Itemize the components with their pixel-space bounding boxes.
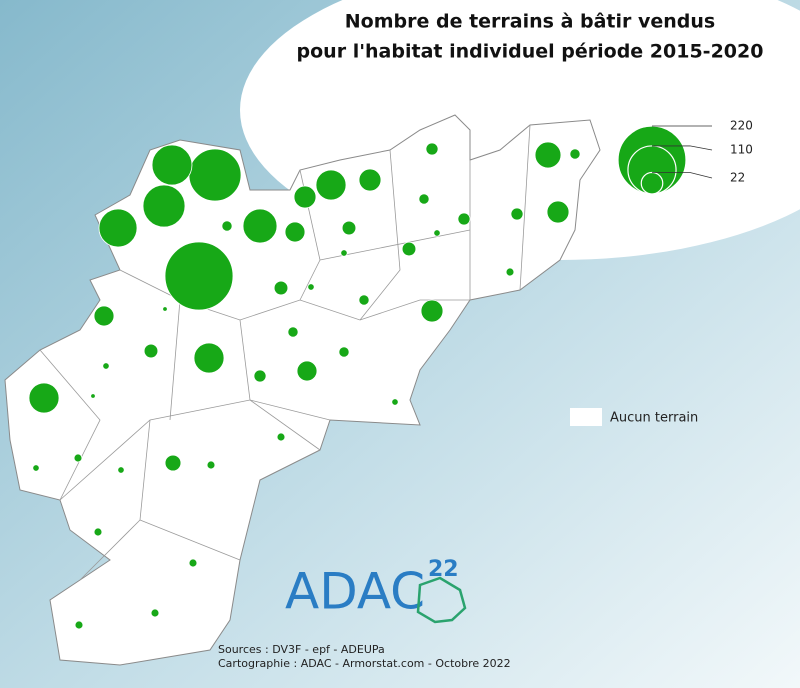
commune-circle [28, 382, 60, 414]
commune-circle [420, 299, 444, 323]
commune-circle [143, 343, 159, 359]
commune-circle [151, 144, 193, 186]
logo-superscript: 22 [428, 557, 459, 582]
commune-circle [102, 362, 110, 370]
commune-circle [188, 558, 198, 568]
commune-circle [162, 306, 168, 312]
commune-circle [164, 454, 182, 472]
logo-shape [416, 576, 467, 624]
legend: 220 110 22 [617, 119, 753, 195]
commune-circle [401, 241, 417, 257]
commune-circle [276, 432, 286, 442]
commune-circle [433, 229, 441, 237]
no-data-label: Aucun terrain [610, 411, 698, 426]
territory [4, 114, 601, 666]
commune-circle [150, 608, 160, 618]
commune-circle [188, 148, 242, 202]
commune-circle [293, 185, 317, 209]
commune-circle [164, 241, 234, 311]
logo-text: ADAC [285, 563, 425, 621]
title-line: Nombre de terrains à bâtir vendus [345, 11, 716, 33]
commune-circle [391, 398, 399, 406]
commune-circle [221, 220, 233, 232]
commune-circle [546, 200, 570, 224]
legend-label: 110 [730, 143, 753, 157]
commune-circle [273, 280, 289, 296]
commune-circle [73, 453, 83, 463]
commune-circle [510, 207, 524, 221]
commune-circle [296, 360, 318, 382]
commune-circle [340, 249, 348, 257]
legend-label: 22 [730, 171, 745, 185]
commune-circle [206, 460, 216, 470]
commune-circle [242, 208, 278, 244]
legend-leader [652, 145, 713, 151]
commune-circle [457, 212, 471, 226]
commune-circle [307, 283, 315, 291]
commune-circle [98, 208, 138, 248]
legend-label: 220 [730, 119, 753, 133]
commune-circle [93, 305, 115, 327]
commune-circle [117, 466, 125, 474]
commune-circle [32, 464, 40, 472]
legend-circle [640, 171, 664, 195]
commune-circle [505, 267, 515, 277]
circles [28, 141, 581, 630]
commune-circle [341, 220, 357, 236]
sources: Cartographie : ADAC - Armorstat.com - Oc… [218, 657, 511, 670]
commune-circle [534, 141, 562, 169]
commune-circle [315, 169, 347, 201]
commune-circle [93, 527, 103, 537]
commune-circle [358, 294, 370, 306]
sources: Sources : DV3F - epf - ADEUPa [218, 643, 385, 656]
no-data-swatch [570, 408, 602, 426]
commune-circle [253, 369, 267, 383]
commune-circle [358, 168, 382, 192]
commune-circle [193, 342, 225, 374]
commune-circle [569, 148, 581, 160]
commune-circle [142, 184, 186, 228]
commune-circle [287, 326, 299, 338]
title-line: pour l'habitat individuel période 2015-2… [297, 41, 764, 63]
commune-circle [338, 346, 350, 358]
commune-circle [284, 221, 306, 243]
legend-leader [652, 172, 713, 179]
commune-circle [425, 142, 439, 156]
commune-circle [90, 393, 96, 399]
commune-circle [74, 620, 84, 630]
commune-circle [418, 193, 430, 205]
